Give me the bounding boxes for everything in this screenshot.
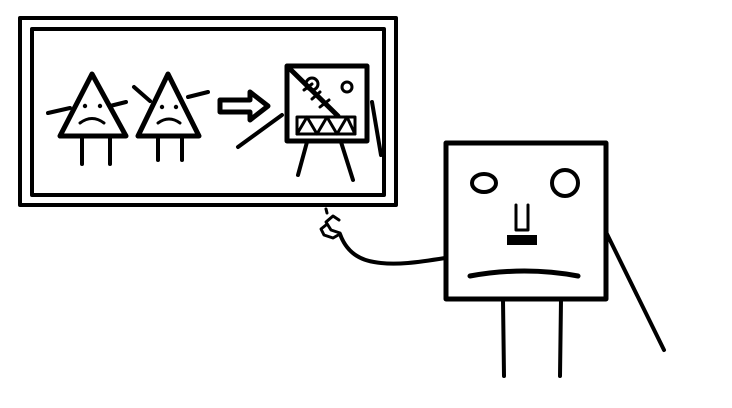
- scratch-3: [318, 98, 331, 109]
- right-leg: [339, 140, 355, 182]
- hand: [324, 214, 342, 235]
- sad-triangle-character-2: [132, 71, 210, 162]
- left-eye: [159, 104, 165, 110]
- board-outer-frame: [18, 16, 398, 207]
- left-arm: [132, 85, 152, 103]
- pointing-finger: [324, 207, 329, 215]
- monster-body: [284, 63, 370, 144]
- right-leg: [558, 298, 563, 378]
- square-body: [443, 140, 609, 302]
- right-eye: [340, 80, 354, 94]
- sad-mouth: [467, 268, 581, 279]
- triangle-body: [135, 71, 202, 139]
- nose-base: [507, 235, 537, 245]
- nose: [514, 203, 530, 232]
- crossed-out-monster-character: [236, 63, 383, 182]
- right-arm: [108, 100, 128, 108]
- cross-out-slash: [286, 65, 341, 119]
- right-eye: [550, 168, 580, 198]
- pointing-arm: [338, 232, 447, 266]
- teeth: [295, 115, 357, 136]
- left-leg: [296, 140, 309, 177]
- sad-mouth: [78, 117, 106, 125]
- board-inner-frame: [30, 27, 386, 197]
- right-arm: [370, 100, 383, 157]
- left-arm: [236, 113, 284, 149]
- right-arrow-icon: [217, 89, 271, 123]
- left-eye: [82, 103, 88, 109]
- sad-mouth: [156, 117, 182, 125]
- sad-square-character-pointing: [319, 140, 666, 378]
- scratch-2: [310, 90, 322, 101]
- right-arm: [604, 230, 666, 352]
- right-eye: [97, 103, 103, 109]
- scratch-1: [302, 82, 314, 92]
- presentation-board: [18, 16, 398, 207]
- left-leg: [501, 298, 506, 378]
- sad-triangle-character-1: [46, 71, 129, 166]
- fist: [319, 223, 342, 240]
- right-arm: [186, 90, 210, 99]
- right-eye: [173, 104, 179, 110]
- left-arm: [46, 106, 72, 115]
- left-eye: [470, 172, 498, 194]
